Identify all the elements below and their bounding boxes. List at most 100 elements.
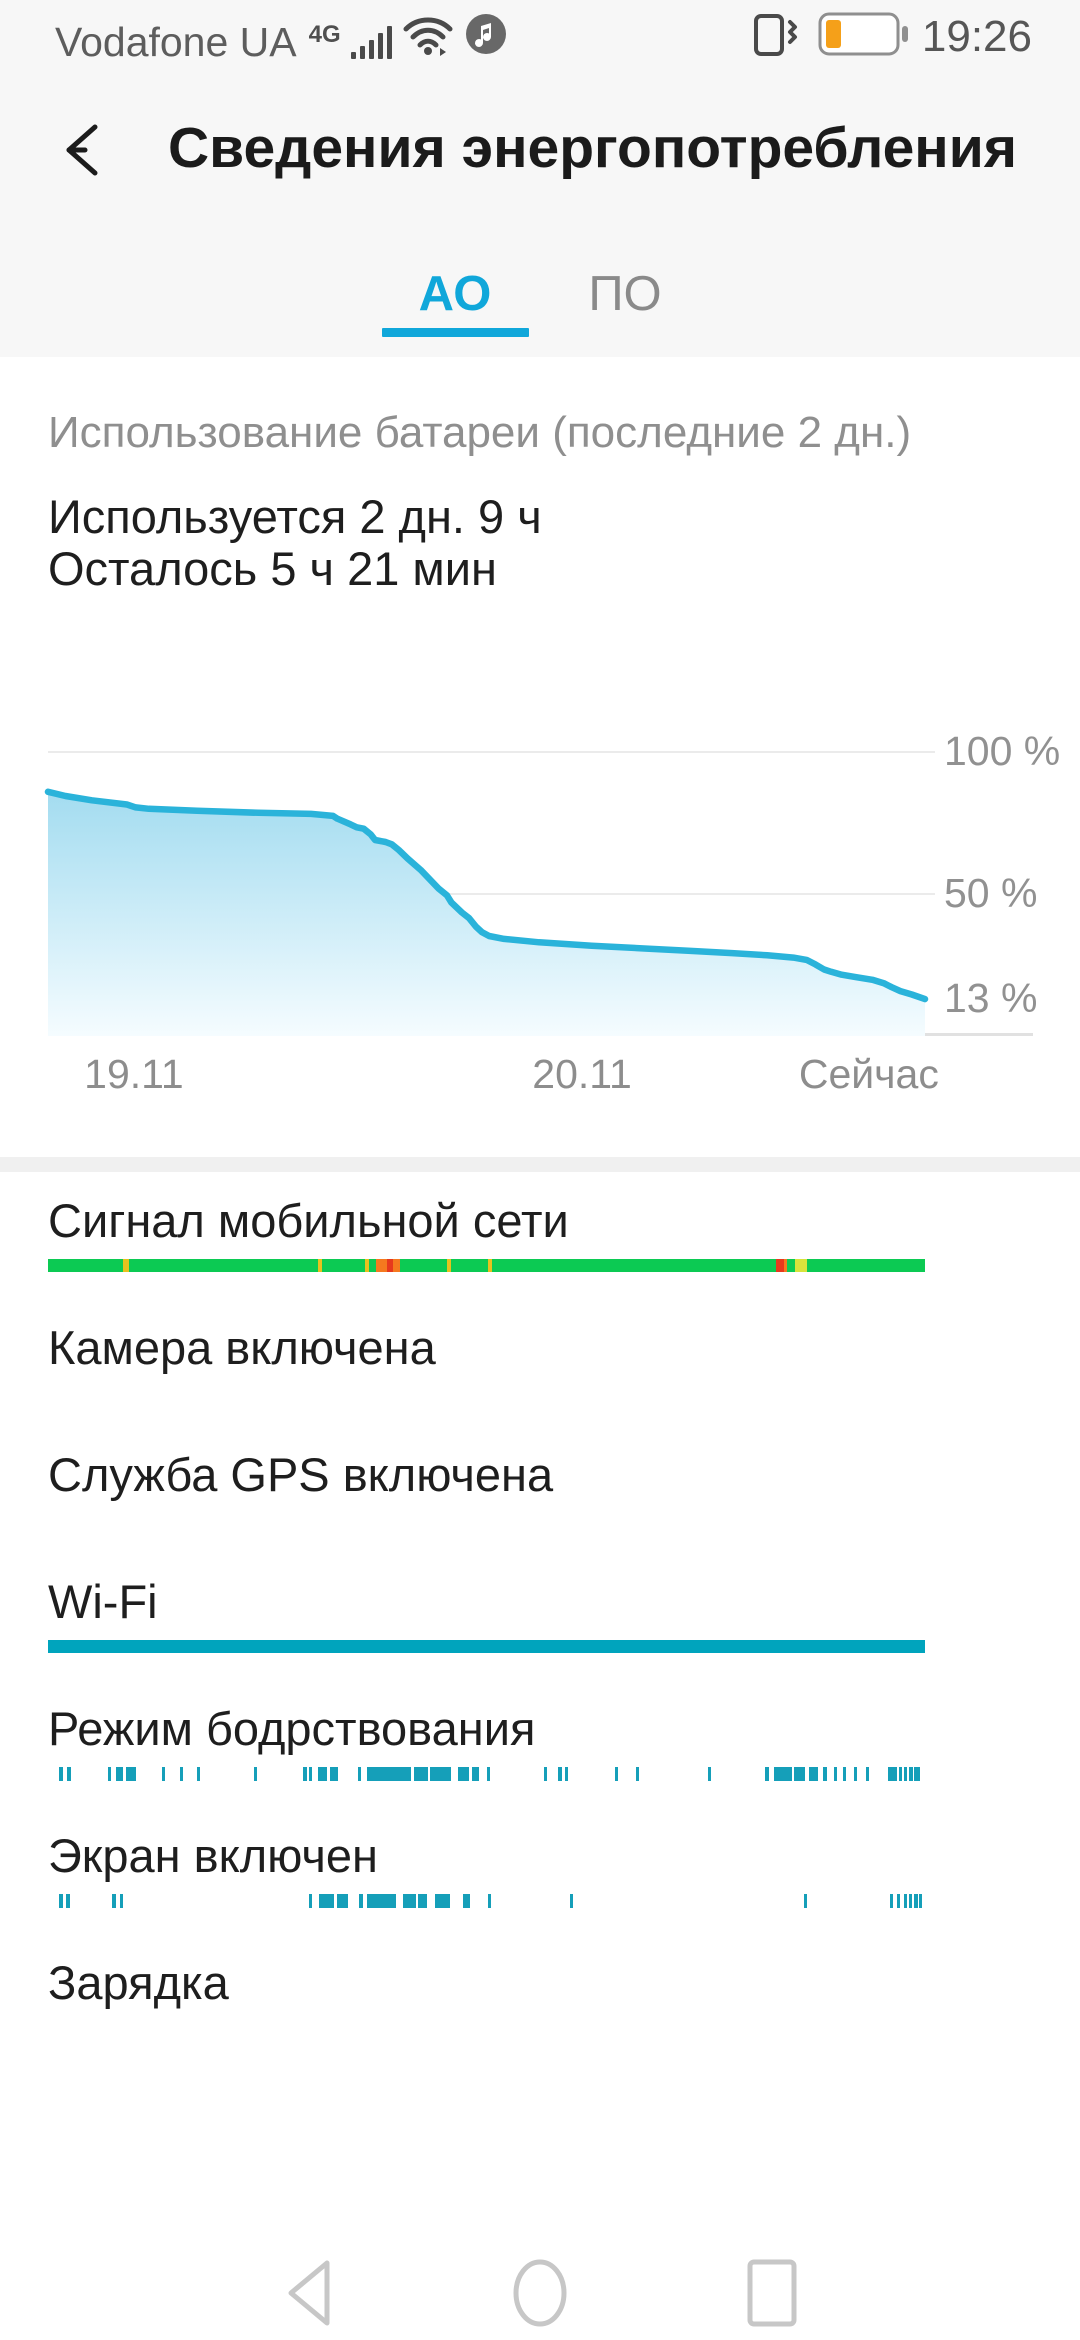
activity-tick <box>367 1767 412 1781</box>
mobile-signal-usage-bar <box>48 1259 925 1272</box>
activity-tick <box>544 1767 548 1781</box>
activity-tick <box>558 1767 562 1781</box>
section-label: Экран включен <box>48 1829 378 1882</box>
signal-quality-segment <box>488 1259 492 1272</box>
section-label: Wi-Fi <box>48 1575 158 1628</box>
usage-remaining-label: Осталось 5 ч 21 мин <box>48 542 497 595</box>
activity-tick <box>318 1767 327 1781</box>
active-tab-underline <box>382 328 529 337</box>
activity-tick <box>337 1894 348 1908</box>
music-note-icon <box>464 12 508 61</box>
activity-tick <box>434 1894 450 1908</box>
activity-tick <box>794 1767 805 1781</box>
activity-tick <box>309 1767 313 1781</box>
activity-tick <box>909 1767 913 1781</box>
section-row: Экран включен <box>0 1808 1080 1935</box>
activity-tick <box>914 1894 918 1908</box>
signal-quality-segment <box>392 1259 400 1272</box>
signal-quality-segment <box>795 1259 807 1272</box>
activity-tick <box>59 1767 63 1781</box>
activity-tick <box>823 1767 827 1781</box>
section-label: Зарядка <box>48 1956 229 2009</box>
activity-tick <box>564 1767 568 1781</box>
signal-quality-segment <box>775 1259 784 1272</box>
status-bar: Vodafone UA 4G <box>0 0 1080 70</box>
chart-y-label: 50 % <box>944 870 1038 916</box>
nav-back-button[interactable] <box>275 2253 341 2333</box>
activity-tick <box>472 1767 480 1781</box>
activity-tick-bar <box>48 1894 925 1908</box>
top-header-area: Vodafone UA 4G <box>0 0 1080 357</box>
activity-tick <box>809 1767 818 1781</box>
activity-tick <box>112 1894 116 1908</box>
section-row: Служба GPS включена <box>0 1427 1080 1554</box>
activity-tick <box>318 1894 334 1908</box>
signal-quality-segment <box>365 1259 369 1272</box>
section-label: Служба GPS включена <box>48 1448 554 1501</box>
recents-square-icon <box>747 2259 797 2326</box>
activity-tick <box>765 1767 769 1781</box>
section-label: Сигнал мобильной сети <box>48 1194 569 1247</box>
usage-timeline-sections: Сигнал мобильной сети Камера включена Служ… <box>0 1173 1080 2062</box>
activity-tick <box>896 1894 901 1908</box>
activity-tick <box>403 1894 417 1908</box>
signal-quality-segment <box>387 1259 393 1272</box>
activity-tick <box>833 1767 838 1781</box>
activity-tick <box>303 1767 307 1781</box>
signal-quality-segment <box>783 1259 788 1272</box>
wifi-icon <box>402 14 454 61</box>
back-button[interactable] <box>46 110 126 190</box>
activity-tick <box>866 1767 870 1781</box>
chart-x-label: 20.11 <box>532 1051 632 1097</box>
system-navigation-bar <box>0 2245 1080 2340</box>
section-label: Режим бодрствования <box>48 1702 536 1755</box>
activity-tick <box>67 1767 71 1781</box>
activity-tick <box>367 1894 397 1908</box>
activity-tick <box>309 1894 313 1908</box>
section-row: Wi-Fi <box>0 1554 1080 1681</box>
clock-label: 19:26 <box>921 11 1032 61</box>
section-row: Зарядка <box>0 1935 1080 2062</box>
activity-tick <box>413 1767 428 1781</box>
nav-home-button[interactable] <box>507 2253 573 2333</box>
section-label: Камера включена <box>48 1321 436 1374</box>
section-row: Камера включена <box>0 1300 1080 1427</box>
signal-quality-segment <box>123 1259 129 1272</box>
activity-tick <box>458 1767 469 1781</box>
activity-tick <box>803 1894 807 1908</box>
activity-tick <box>914 1767 920 1781</box>
usage-duration-label: Используется 2 дн. 9 ч <box>48 490 542 543</box>
activity-tick <box>909 1894 913 1908</box>
nav-recents-button[interactable] <box>739 2253 805 2333</box>
home-circle-icon <box>513 2259 567 2326</box>
activity-tick <box>888 1767 897 1781</box>
activity-tick <box>889 1894 893 1908</box>
back-triangle-icon <box>288 2260 330 2325</box>
activity-tick <box>488 1894 492 1908</box>
back-arrow-icon <box>66 124 98 176</box>
battery-chart-plot <box>44 788 929 1036</box>
activity-tick <box>918 1894 922 1908</box>
tab-bar: АО ПО <box>0 258 1080 357</box>
activity-tick <box>615 1767 619 1781</box>
activity-tick <box>126 1767 136 1781</box>
activity-tick <box>635 1767 639 1781</box>
activity-tick <box>329 1767 339 1781</box>
section-row: Сигнал мобильной сети <box>0 1173 1080 1300</box>
chart-line <box>44 788 929 1003</box>
activity-tick <box>179 1767 183 1781</box>
activity-tick <box>842 1767 847 1781</box>
chart-x-label: Сейчас <box>798 1051 939 1097</box>
tab-hardware-ao[interactable]: АО <box>418 267 492 321</box>
activity-tick <box>898 1767 903 1781</box>
tab-software-po[interactable]: ПО <box>588 267 662 321</box>
activity-tick <box>107 1767 111 1781</box>
section-divider <box>0 1157 1080 1172</box>
battery-icon <box>818 11 910 62</box>
activity-tick <box>418 1894 427 1908</box>
chart-y-label: 13 % <box>944 975 1038 1022</box>
activity-tick <box>903 1894 908 1908</box>
chart-x-label: 19.11 <box>84 1051 184 1097</box>
signal-quality-segment <box>375 1259 388 1272</box>
page-title: Сведения энергопотребления <box>168 116 1018 180</box>
